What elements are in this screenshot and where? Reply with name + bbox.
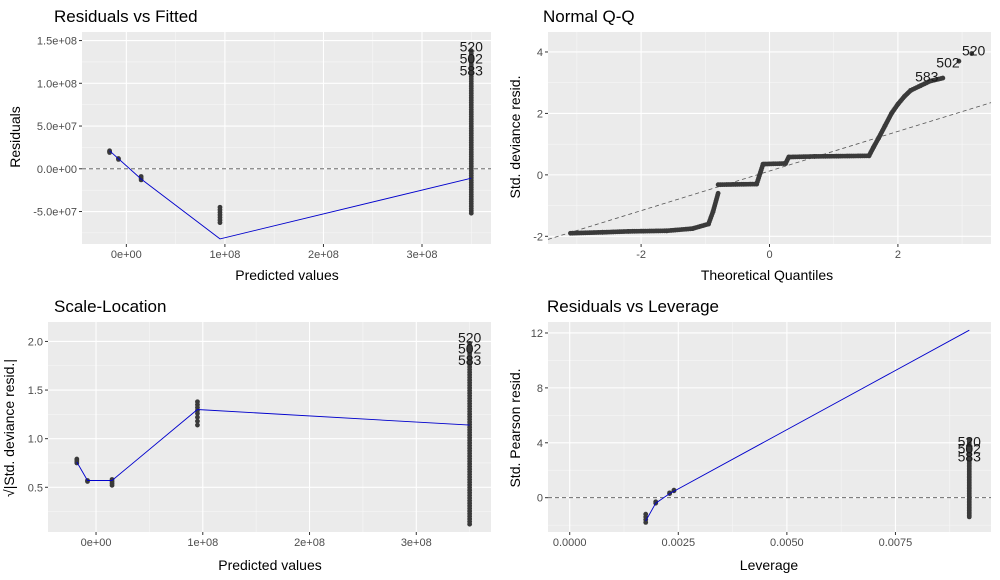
outlier-label: 520	[958, 433, 982, 449]
smooth-line	[645, 329, 970, 522]
y-tick-label: 1.0	[28, 434, 43, 446]
y-tick-label: 1.5e+08	[37, 36, 77, 48]
chart-title: Normal Q-Q	[543, 7, 635, 26]
data-point	[969, 51, 975, 56]
y-axis-label: Residuals	[7, 106, 23, 167]
x-tick-label: 0.0075	[879, 537, 913, 549]
data-point	[138, 177, 144, 183]
x-tick-label: 0.0025	[661, 537, 695, 549]
scale-location-plot: 0e+00 1e+08 2e+08 3e+08 0.5 1.0 1.5 2.0 Scale-L…	[1, 297, 491, 573]
x-tick-label: 0.0050	[770, 537, 804, 549]
chart-title: Residuals vs Fitted	[54, 7, 198, 26]
chart-title: Scale-Location	[54, 297, 166, 316]
y-tick-label: 0	[537, 493, 543, 505]
smooth-line	[76, 409, 470, 481]
data-point	[195, 418, 200, 424]
x-tick-label: 0.0000	[553, 537, 587, 549]
data-point	[467, 340, 473, 346]
y-axis-label: √|Std. deviance resid.|	[1, 359, 17, 497]
y-tick-label: 2	[537, 108, 543, 120]
x-tick-label: 2e+08	[308, 249, 339, 261]
outlier-label: 502	[936, 55, 960, 71]
outlier-label: 583	[460, 62, 484, 78]
x-tick-label: 0	[766, 249, 772, 261]
x-tick-label: 3e+08	[401, 537, 432, 549]
plot-panel	[548, 322, 991, 532]
outlier-label: 583	[458, 352, 482, 368]
x-tick-label: 2e+08	[294, 537, 325, 549]
qq-reference-line	[547, 102, 992, 240]
y-tick-label: 4	[537, 438, 543, 450]
y-tick-label: -5.0e+07	[33, 207, 77, 219]
x-tick-label: -2	[636, 249, 646, 261]
data-point	[643, 519, 649, 525]
data-point	[109, 482, 115, 488]
outlier-label: 583	[958, 449, 982, 465]
x-tick-label: 0e+00	[111, 249, 142, 261]
outlier-label: 502	[958, 440, 982, 456]
y-tick-label: 2.0	[28, 336, 43, 348]
outlier-label: 520	[458, 330, 482, 346]
plot-panel	[48, 322, 491, 532]
outlier-label: 583	[915, 69, 939, 85]
data-point	[966, 437, 972, 443]
y-tick-label: 1.5	[28, 385, 43, 397]
y-axis-label: Std. deviance resid.	[507, 76, 523, 199]
x-tick-label: 1e+08	[187, 537, 218, 549]
x-tick-label: 2	[895, 249, 901, 261]
data-point	[956, 58, 962, 64]
y-tick-label: 0.5	[28, 482, 43, 494]
data-point	[195, 410, 200, 416]
x-tick-label: 3e+08	[407, 249, 438, 261]
data-point	[940, 75, 946, 81]
y-tick-label: 8	[537, 383, 543, 395]
data-point	[195, 414, 200, 420]
x-axis-label: Predicted values	[235, 267, 339, 283]
y-tick-label: 12	[531, 328, 543, 340]
x-axis-label: Leverage	[740, 557, 799, 573]
residuals-vs-fitted-plot: 0e+00 1e+08 2e+08 3e+08 -5.0e+07 0.0e+00 5.0e+…	[7, 7, 491, 283]
plot-panel	[82, 32, 491, 244]
data-point	[195, 422, 200, 428]
y-tick-label: 0.0e+00	[37, 164, 77, 176]
normal-qq-plot: -2 0 2 -2 0 2 4 Normal Q-Q Theoretical Quantil…	[507, 7, 992, 283]
residuals-vs-leverage-plot: 0.0000 0.0025 0.0050 0.0075 0 4 8 12 Residuals …	[507, 297, 991, 573]
outlier-label: 502	[458, 340, 482, 356]
y-tick-label: 1.0e+08	[37, 78, 77, 90]
chart-title: Residuals vs Leverage	[547, 297, 719, 316]
x-axis-label: Predicted values	[218, 557, 322, 573]
x-tick-label: 0e+00	[81, 537, 112, 549]
outlier-label: 520	[460, 39, 484, 55]
x-tick-label: 1e+08	[209, 249, 240, 261]
outlier-label: 502	[460, 51, 484, 67]
y-axis-label: Std. Pearson resid.	[507, 368, 523, 487]
data-point	[715, 190, 721, 196]
x-axis-label: Theoretical Quantiles	[701, 267, 833, 283]
y-tick-label: -2	[533, 231, 543, 243]
outlier-label: 520	[962, 42, 986, 58]
data-point	[217, 220, 223, 226]
data-point	[468, 48, 474, 54]
y-tick-label: 5.0e+07	[37, 121, 77, 133]
y-tick-label: 4	[537, 47, 543, 59]
smooth-line	[109, 150, 472, 240]
y-tick-label: 0	[537, 170, 543, 182]
